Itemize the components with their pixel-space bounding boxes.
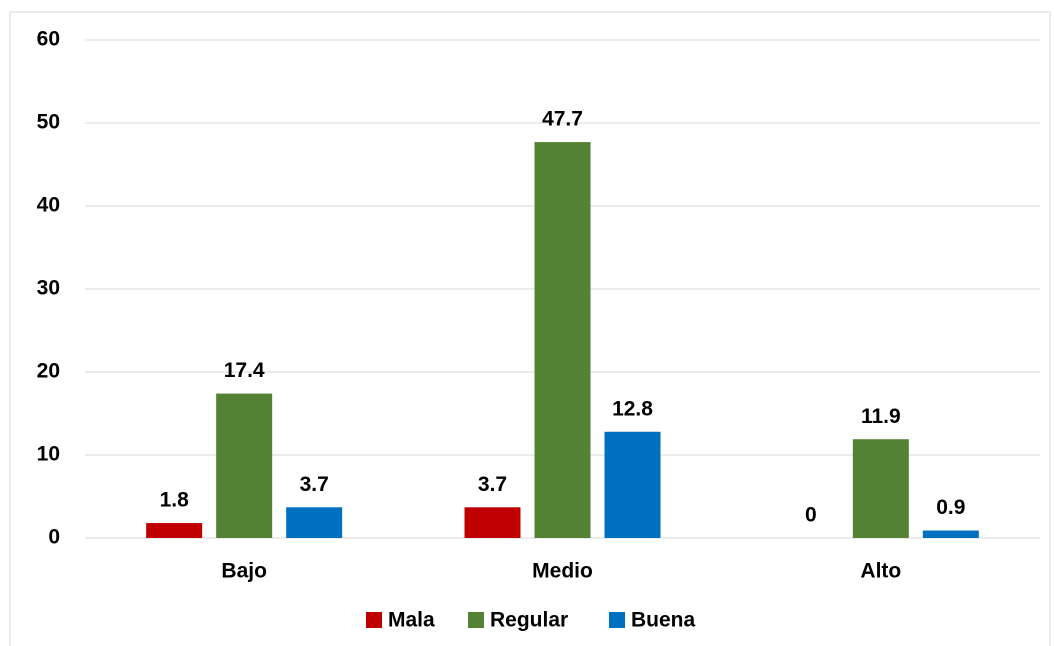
data-label: 1.8 [160, 489, 190, 512]
legend-label: Buena [631, 609, 696, 632]
bar [286, 507, 343, 538]
bar [464, 507, 521, 538]
bar [146, 523, 203, 538]
legend-swatch [366, 612, 382, 628]
x-tick-label: Bajo [221, 560, 267, 583]
bar [534, 142, 591, 538]
data-label: 3.7 [300, 473, 329, 496]
legend-label: Regular [490, 609, 568, 632]
chart-border [9, 11, 1051, 646]
data-label: 12.8 [612, 397, 653, 420]
data-label: 11.9 [861, 405, 901, 428]
y-tick-label: 0 [48, 526, 60, 549]
bar [852, 439, 909, 538]
y-tick-label: 10 [37, 443, 60, 466]
legend-label: Mala [388, 609, 435, 632]
bar [604, 431, 661, 538]
data-label: 17.4 [224, 359, 265, 382]
legend-swatch [468, 612, 484, 628]
legend-swatch [609, 612, 625, 628]
data-label: 3.7 [478, 473, 507, 496]
y-tick-label: 20 [37, 360, 60, 383]
y-tick-label: 60 [37, 28, 60, 51]
data-label: 0 [805, 504, 817, 527]
data-label: 0.9 [936, 496, 965, 519]
bar [922, 530, 979, 538]
x-tick-label: Alto [860, 560, 901, 583]
data-label: 47.7 [542, 108, 583, 131]
y-tick-label: 40 [37, 194, 60, 217]
x-tick-label: Medio [532, 560, 593, 583]
y-tick-label: 30 [37, 277, 60, 300]
y-tick-label: 50 [37, 111, 60, 134]
bar [216, 393, 273, 538]
